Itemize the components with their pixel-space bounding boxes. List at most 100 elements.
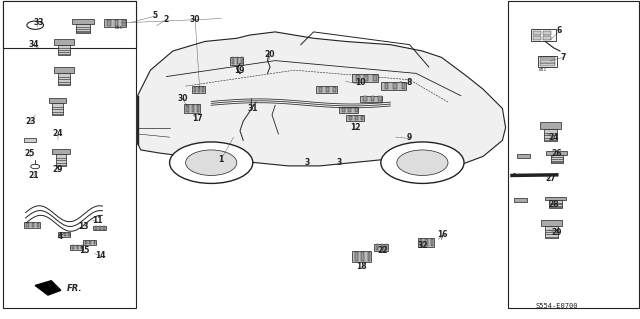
Bar: [58, 44, 70, 55]
Bar: [356, 75, 360, 81]
Bar: [37, 223, 40, 227]
Bar: [237, 57, 239, 64]
Bar: [241, 57, 243, 64]
Text: 30: 30: [190, 15, 200, 24]
Bar: [508, 1, 639, 308]
Polygon shape: [35, 281, 61, 295]
Circle shape: [397, 150, 448, 175]
Text: 26: 26: [552, 149, 562, 158]
Bar: [81, 245, 83, 249]
Bar: [95, 226, 97, 230]
Text: 17: 17: [192, 114, 202, 122]
Bar: [93, 226, 106, 230]
Bar: [49, 98, 67, 103]
Bar: [378, 96, 381, 101]
Circle shape: [170, 142, 253, 183]
Bar: [543, 31, 551, 35]
Text: Ø12: Ø12: [539, 68, 547, 72]
Bar: [104, 19, 127, 27]
Bar: [192, 105, 194, 112]
Bar: [32, 223, 34, 227]
Bar: [198, 86, 200, 92]
Bar: [431, 239, 433, 246]
Text: 7: 7: [561, 53, 566, 62]
Bar: [72, 19, 95, 24]
Bar: [420, 239, 422, 246]
Bar: [333, 87, 336, 92]
Bar: [385, 83, 388, 89]
Text: 11: 11: [92, 216, 102, 225]
Text: 8: 8: [407, 78, 412, 87]
Bar: [401, 83, 405, 89]
Circle shape: [31, 164, 40, 169]
Bar: [103, 226, 105, 230]
Bar: [99, 226, 101, 230]
Bar: [355, 116, 358, 120]
Bar: [68, 233, 70, 236]
Bar: [52, 149, 70, 154]
Bar: [545, 197, 566, 200]
Bar: [339, 107, 358, 113]
Bar: [544, 129, 557, 141]
Bar: [355, 108, 358, 112]
Text: 23: 23: [26, 117, 36, 126]
Bar: [58, 232, 70, 237]
Bar: [514, 198, 527, 202]
Text: 18: 18: [356, 262, 367, 271]
Bar: [326, 87, 329, 92]
Bar: [372, 75, 376, 81]
Text: 29: 29: [552, 228, 562, 237]
Bar: [54, 39, 74, 45]
Bar: [531, 29, 556, 41]
Bar: [60, 233, 61, 236]
Text: 16: 16: [438, 230, 448, 239]
Text: 28: 28: [548, 200, 559, 209]
Bar: [54, 67, 74, 73]
Text: 5: 5: [153, 11, 158, 20]
Text: 31: 31: [248, 104, 258, 113]
Text: 33: 33: [33, 18, 44, 27]
Bar: [24, 138, 36, 142]
Bar: [543, 36, 551, 40]
Text: 34: 34: [28, 40, 38, 49]
Bar: [376, 244, 378, 250]
Bar: [533, 36, 541, 40]
Bar: [3, 1, 136, 308]
Bar: [540, 57, 555, 59]
Text: 21: 21: [28, 171, 38, 180]
Bar: [364, 96, 367, 101]
Bar: [425, 239, 428, 246]
Bar: [232, 57, 234, 64]
Text: 4: 4: [58, 232, 63, 241]
Text: 3: 3: [305, 158, 310, 167]
Text: 2: 2: [164, 15, 169, 24]
Bar: [202, 86, 204, 92]
Bar: [371, 96, 374, 101]
Bar: [348, 108, 351, 112]
Text: 30: 30: [178, 94, 188, 103]
Bar: [533, 31, 541, 35]
Bar: [72, 245, 74, 249]
Circle shape: [381, 142, 464, 183]
Bar: [85, 241, 87, 244]
Text: 29: 29: [52, 165, 63, 174]
Text: 3: 3: [337, 158, 342, 167]
Bar: [360, 96, 383, 102]
Bar: [197, 105, 200, 112]
Bar: [77, 24, 90, 33]
Bar: [319, 87, 323, 92]
Text: 24: 24: [548, 133, 559, 142]
Bar: [361, 252, 364, 261]
Bar: [186, 105, 189, 112]
Bar: [194, 86, 196, 92]
Bar: [540, 60, 555, 63]
Bar: [192, 86, 205, 93]
Text: 13: 13: [78, 222, 88, 231]
Polygon shape: [138, 32, 506, 166]
Text: Ø15: Ø15: [115, 26, 122, 30]
Bar: [540, 122, 561, 129]
Bar: [361, 116, 364, 120]
Bar: [56, 154, 66, 166]
Bar: [93, 241, 95, 244]
Bar: [364, 75, 368, 81]
